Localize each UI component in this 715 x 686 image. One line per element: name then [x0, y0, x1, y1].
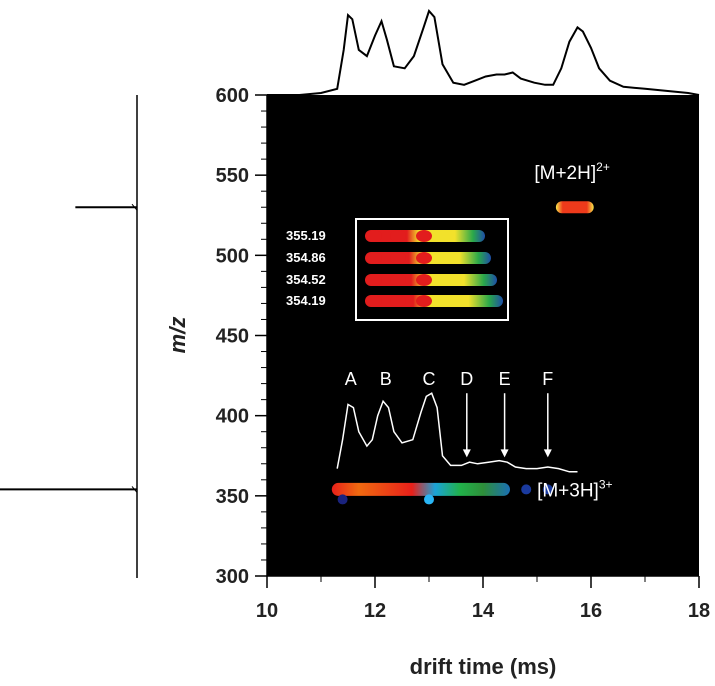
top-drift-profile — [267, 9, 700, 96]
inset-blob — [416, 274, 432, 286]
ion-charge-superscript: 2+ — [596, 160, 610, 174]
ion-band-2+ — [555, 201, 594, 214]
inset-blob — [390, 295, 406, 307]
inset-blob — [366, 295, 382, 307]
inset-blob — [366, 252, 382, 264]
inset-row-4 — [365, 295, 503, 307]
inset-label-4: 354.19 — [286, 293, 326, 308]
minor-ticks — [261, 110, 646, 582]
ion-charge-superscript: 3+ — [599, 477, 613, 491]
ion-dot — [542, 484, 553, 495]
inset-blob — [390, 274, 406, 286]
inset-blob — [390, 230, 406, 242]
peak-label-C: C — [423, 369, 436, 389]
peak-label-B: B — [380, 369, 392, 389]
x-tick-label-16: 16 — [580, 600, 602, 622]
inner-3plus-profile — [336, 392, 578, 473]
y-tick-label-450: 450 — [216, 326, 249, 348]
peak-label-A: A — [345, 369, 357, 389]
x-tick-label-12: 12 — [364, 600, 386, 622]
isotope-inset: 355.19 354.86 354.52 354.19 — [286, 218, 509, 321]
y-tick-label-500: 500 — [216, 245, 249, 267]
inset-blob — [366, 274, 382, 286]
ion-dot — [337, 494, 348, 505]
ion-bands — [331, 201, 594, 505]
peak-arrowhead-E — [500, 449, 509, 458]
ion-labels: [M+2H]2+[M+3H]3+ — [534, 160, 612, 501]
inset-rows — [365, 230, 503, 307]
inset-blob — [390, 252, 406, 264]
inset-blob — [366, 230, 382, 242]
plot-background — [267, 95, 699, 576]
inset-label-1: 355.19 — [286, 228, 326, 243]
x-axis-title: drift time (ms) — [410, 654, 557, 679]
y-axis-ticks: 300 350 400 450 500 550 600 — [216, 85, 267, 588]
left-mass-spectrum — [0, 203, 138, 493]
ion-label-3+: [M+3H]3+ — [537, 477, 612, 501]
inset-label-2: 354.86 — [286, 250, 326, 265]
y-axis-title: m/z — [165, 317, 190, 354]
x-tick-label-18: 18 — [688, 600, 710, 622]
peak-labels: A B C D E F — [345, 369, 553, 458]
x-tick-label-14: 14 — [472, 600, 495, 622]
peak-label-F: F — [542, 369, 553, 389]
spectrum-peak-base — [131, 203, 138, 211]
x-axis-ticks: 10 12 14 16 18 — [256, 576, 710, 622]
ion-band-3+ — [331, 482, 510, 496]
inset-blob — [416, 295, 432, 307]
y-tick-label-400: 400 — [216, 406, 249, 428]
y-tick-label-350: 350 — [216, 486, 249, 508]
y-tick-label-600: 600 — [216, 85, 249, 107]
y-tick-label-300: 300 — [216, 566, 249, 588]
peak-label-D: D — [460, 369, 473, 389]
peak-label-E: E — [499, 369, 511, 389]
peak-arrowhead-D — [462, 449, 471, 458]
inset-blob — [416, 230, 432, 242]
y-tick-label-550: 550 — [216, 165, 249, 187]
peak-arrowhead-F — [543, 449, 552, 458]
ion-dot — [521, 484, 532, 495]
x-tick-label-10: 10 — [256, 600, 278, 622]
inset-label-3: 354.52 — [286, 272, 326, 287]
ion-dot — [424, 494, 434, 505]
inset-blob — [416, 252, 432, 264]
spectrum-peak-base — [131, 486, 138, 493]
